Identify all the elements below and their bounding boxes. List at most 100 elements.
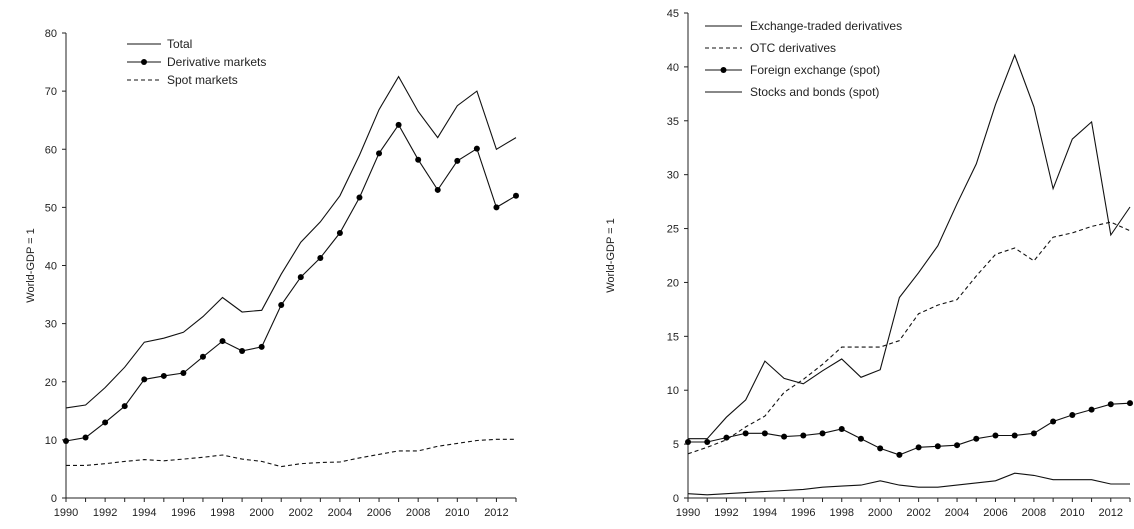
data-point-foreign-exchange-spot (800, 432, 807, 439)
x-tick-label: 1990 (676, 507, 700, 519)
data-point-derivative-markets (454, 157, 461, 164)
x-tick-label: 2002 (289, 507, 313, 519)
legend-label: Spot markets (167, 73, 238, 87)
data-point-derivative-markets (434, 186, 441, 193)
x-tick-label: 2010 (445, 507, 469, 519)
data-point-derivative-markets (258, 343, 265, 350)
data-point-derivative-markets (473, 145, 480, 152)
x-tick-label: 2002 (906, 507, 930, 519)
data-point-derivative-markets (121, 403, 128, 410)
y-tick-label: 40 (667, 62, 679, 74)
legend-label: Exchange-traded derivatives (750, 19, 902, 33)
x-tick-label: 2000 (249, 507, 273, 519)
y-axis-label: World-GDP = 1 (25, 228, 37, 302)
series-line-exchange-traded-derivatives (688, 53, 1131, 440)
data-point-foreign-exchange-spot (1069, 412, 1076, 419)
legend-marker (720, 67, 727, 73)
y-tick-label: 70 (45, 86, 57, 98)
data-point-derivative-markets (356, 194, 363, 201)
y-tick-label: 40 (45, 261, 57, 273)
data-point-foreign-exchange-spot (1107, 401, 1114, 408)
x-tick-label: 2004 (328, 507, 352, 519)
y-tick-label: 0 (51, 493, 57, 505)
x-tick-label: 2004 (945, 507, 969, 519)
data-point-foreign-exchange-spot (761, 430, 768, 437)
legend-label: Foreign exchange (spot) (750, 63, 880, 77)
data-point-foreign-exchange-spot (685, 438, 691, 445)
y-tick-label: 10 (45, 435, 57, 447)
x-tick-label: 2006 (983, 507, 1007, 519)
legend-label: Total (167, 37, 192, 51)
data-point-foreign-exchange-spot (857, 435, 864, 442)
y-tick-label: 50 (45, 202, 57, 214)
y-tick-label: 60 (45, 144, 57, 156)
data-point-derivative-markets (317, 254, 324, 261)
series-line-spot-markets (66, 438, 516, 468)
data-point-derivative-markets (102, 419, 109, 426)
y-tick-label: 15 (667, 331, 679, 343)
y-tick-label: 30 (667, 170, 679, 182)
data-point-foreign-exchange-spot (915, 444, 922, 451)
data-point-derivative-markets (513, 192, 519, 199)
x-tick-label: 2012 (1099, 507, 1123, 519)
series-line-foreign-exchange-spot (688, 402, 1131, 456)
data-point-foreign-exchange-spot (838, 426, 845, 433)
data-point-foreign-exchange-spot (896, 451, 903, 458)
data-point-derivative-markets (141, 376, 148, 383)
x-tick-label: 2008 (406, 507, 430, 519)
data-point-foreign-exchange-spot (1127, 400, 1133, 407)
x-tick-label: 2008 (1022, 507, 1046, 519)
x-tick-label: 1996 (171, 507, 195, 519)
series-line-stocks-and-bonds-spot (687, 472, 1130, 496)
data-point-derivative-markets (376, 150, 383, 157)
y-tick-label: 25 (667, 224, 679, 236)
series-line-total (65, 75, 517, 409)
series-line-otc-derivatives (687, 221, 1131, 455)
chart-1: 0 10 20 30 40 50 60 70 80 1990 1992 1994 1996 1998 200… (25, 28, 519, 519)
legend-label: Derivative markets (167, 55, 266, 69)
data-point-derivative-markets (239, 347, 246, 354)
y-tick-label: 80 (45, 28, 57, 40)
legend-marker (141, 59, 147, 65)
x-tick-label: 1998 (210, 507, 234, 519)
x-tick-label: 2012 (484, 507, 508, 519)
x-tick-label: 1992 (93, 507, 117, 519)
data-point-foreign-exchange-spot (954, 442, 961, 449)
x-tick-label: 2010 (1060, 507, 1084, 519)
y-tick-label: 35 (667, 116, 679, 128)
data-point-foreign-exchange-spot (723, 434, 730, 441)
x-tick-label: 1994 (753, 507, 777, 519)
data-point-foreign-exchange-spot (877, 445, 884, 452)
data-point-foreign-exchange-spot (704, 438, 711, 445)
x-tick-label: 2000 (868, 507, 892, 519)
data-point-foreign-exchange-spot (742, 430, 749, 437)
data-point-derivative-markets (395, 121, 402, 128)
legend-label: OTC derivatives (750, 41, 836, 55)
y-tick-label: 45 (667, 8, 679, 20)
y-tick-label: 30 (45, 319, 57, 331)
x-tick-label: 1994 (132, 507, 156, 519)
data-point-foreign-exchange-spot (1050, 418, 1057, 425)
legend-label: Stocks and bonds (spot) (750, 85, 879, 99)
data-point-foreign-exchange-spot (973, 435, 980, 442)
x-tick-label: 1990 (54, 507, 78, 519)
data-point-foreign-exchange-spot (1030, 430, 1037, 437)
data-point-derivative-markets (415, 156, 422, 163)
data-point-foreign-exchange-spot (992, 432, 999, 439)
data-point-derivative-markets (278, 302, 285, 309)
data-point-derivative-markets (493, 204, 500, 211)
data-point-foreign-exchange-spot (781, 433, 788, 440)
data-point-foreign-exchange-spot (1011, 432, 1018, 439)
y-tick-label: 20 (45, 377, 57, 389)
data-point-derivative-markets (219, 338, 226, 345)
data-point-derivative-markets (180, 370, 187, 377)
data-point-foreign-exchange-spot (1088, 406, 1095, 413)
x-tick-label: 1998 (829, 507, 853, 519)
data-point-derivative-markets (82, 434, 89, 441)
data-point-derivative-markets (297, 274, 304, 281)
data-point-derivative-markets (336, 229, 343, 236)
series-line-derivative-markets (65, 123, 517, 442)
y-tick-label: 0 (673, 493, 679, 505)
data-point-foreign-exchange-spot (819, 430, 826, 437)
chart-2: 0 5 10 15 20 25 30 35 40 45 1990 1992 1994 1996 1998 20… (605, 8, 1133, 519)
